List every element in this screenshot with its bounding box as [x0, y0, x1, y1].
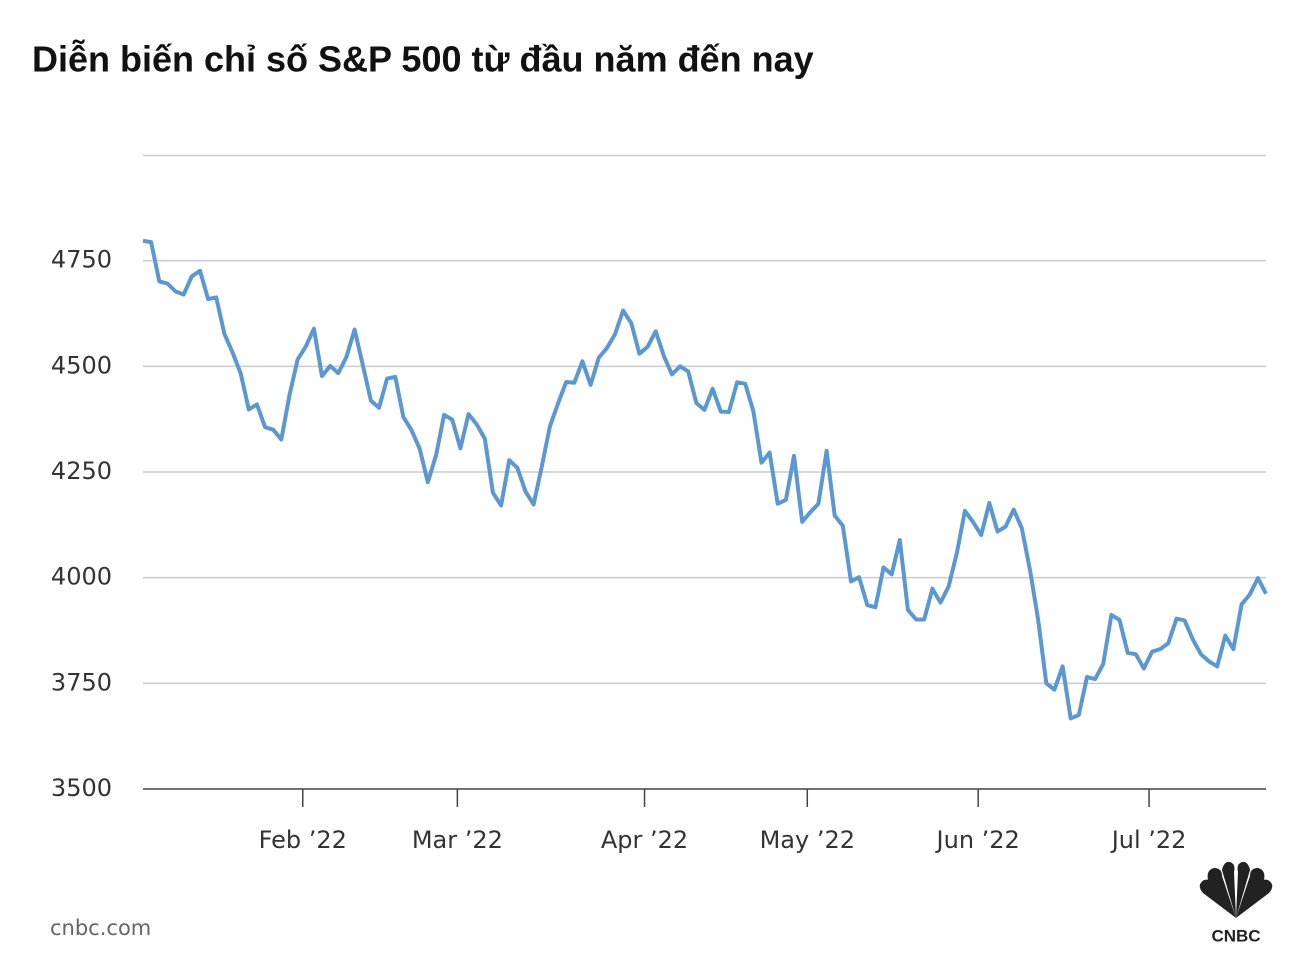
y-tick-label: 4750: [51, 246, 112, 274]
x-tick-label: May ’22: [760, 826, 855, 854]
x-tick-label: Apr ’22: [601, 826, 688, 854]
y-tick-label: 4250: [51, 457, 112, 485]
y-tick-label: 4500: [51, 351, 112, 379]
series-line: [142, 238, 1268, 721]
cnbc-logo: CNBC: [1199, 861, 1273, 945]
y-tick-label: 4000: [51, 563, 112, 591]
logo-text: CNBC: [1211, 926, 1260, 945]
x-tick-label: Mar ’22: [412, 826, 503, 854]
x-tick-label: Feb ’22: [259, 826, 347, 854]
y-tick-label: 3750: [51, 668, 112, 696]
x-tick-label: Jul ’22: [1110, 826, 1187, 854]
x-tick-label: Jun ’22: [935, 826, 1020, 854]
chart-title: Diễn biến chỉ số S&P 500 từ đầu năm đến …: [32, 39, 814, 80]
y-tick-label: 3500: [51, 774, 112, 802]
source: cnbc.com: [50, 916, 151, 940]
